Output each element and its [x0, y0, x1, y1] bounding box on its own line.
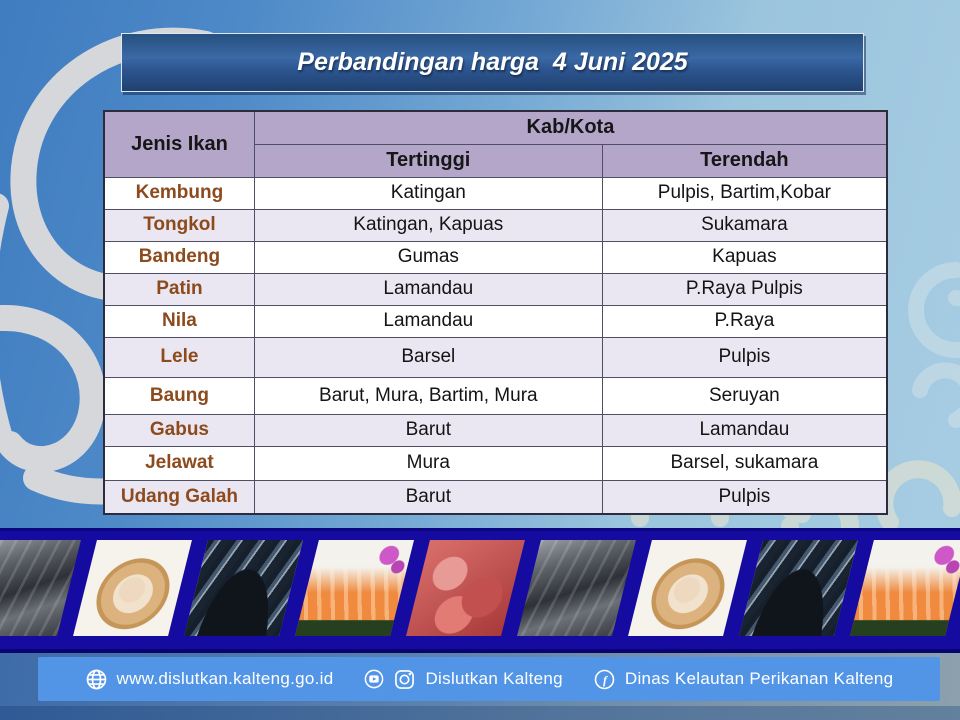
table-row: Lele Barsel Pulpis — [103, 336, 888, 378]
photo-mackerel-bowl — [184, 540, 303, 636]
tertinggi-value: Barsel — [253, 336, 603, 378]
terendah-value: Sukamara — [601, 208, 888, 242]
tertinggi-value: Lamandau — [253, 304, 603, 338]
photo-salmon-sashimi — [295, 540, 414, 636]
fish-name: Lele — [103, 336, 255, 378]
social-icons — [363, 668, 416, 691]
terendah-value: P.Raya Pulpis — [601, 272, 888, 306]
fish-name: Bandeng — [103, 240, 255, 274]
facebook-page-label: Dinas Kelautan Perikanan Kalteng — [624, 669, 894, 688]
fish-name: Jelawat — [103, 445, 255, 481]
photo-salmon-sashimi — [850, 540, 960, 636]
faint-swirl-ornament — [908, 262, 960, 428]
table-row: Jelawat Mura Barsel, sukamara — [103, 445, 888, 481]
photo-shrimp-plate — [73, 540, 192, 636]
table-row: Gabus Barut Lamandau — [103, 413, 888, 447]
instagram-icon — [395, 669, 415, 689]
header-jenis-ikan: Jenis Ikan — [103, 110, 255, 178]
facebook-icon: f — [594, 669, 615, 689]
tertinggi-value: Gumas — [253, 240, 603, 274]
social-handle-label: Dislutkan Kalteng — [425, 669, 563, 688]
table-row: Udang Galah Barut Pulpis — [103, 479, 888, 515]
tertinggi-value: Barut, Mura, Bartim, Mura — [253, 376, 603, 415]
tertinggi-value: Mura — [253, 445, 603, 481]
fish-name: Tongkol — [103, 208, 255, 242]
header-terendah: Terendah — [601, 143, 888, 178]
fish-name: Udang Galah — [103, 479, 255, 515]
youtube-icon — [365, 669, 384, 689]
table-row: Bandeng Gumas Kapuas — [103, 240, 888, 274]
photo-mackerel-bowl — [739, 540, 858, 636]
fish-name: Baung — [103, 376, 255, 415]
photo-shrimp-plate — [628, 540, 747, 636]
table-row: Patin Lamandau P.Raya Pulpis — [103, 272, 888, 306]
terendah-value: P.Raya — [601, 304, 888, 338]
photo-strip-row — [0, 540, 960, 636]
terendah-value: Kapuas — [601, 240, 888, 274]
fish-name: Gabus — [103, 413, 255, 447]
tertinggi-value: Katingan, Kapuas — [253, 208, 603, 242]
table-row: Kembung Katingan Pulpis, Bartim,Kobar — [103, 176, 888, 210]
terendah-value: Barsel, sukamara — [601, 445, 888, 481]
terendah-value: Lamandau — [601, 413, 888, 447]
photo-catfish-pile — [517, 540, 636, 636]
price-comparison-table: Jenis Ikan Kab/Kota Tertinggi Terendah K… — [103, 110, 888, 515]
photo-catfish-pile — [0, 540, 81, 636]
terendah-value: Pulpis, Bartim,Kobar — [601, 176, 888, 210]
table-row: Nila Lamandau P.Raya — [103, 304, 888, 338]
header-kab-kota: Kab/Kota — [253, 110, 888, 145]
footer-facebook[interactable]: f Dinas Kelautan Perikanan Kalteng — [593, 668, 894, 691]
photo-strip — [0, 528, 960, 653]
bottom-edge-shade — [0, 706, 960, 720]
terendah-value: Seruyan — [601, 376, 888, 415]
footer-bar: www.dislutkan.kalteng.go.id Dislutkan Ka… — [38, 657, 940, 701]
footer-social[interactable]: Dislutkan Kalteng — [363, 668, 563, 691]
globe-icon — [86, 669, 106, 689]
photo-red-snapper — [406, 540, 525, 636]
tertinggi-value: Lamandau — [253, 272, 603, 306]
slide-title: Perbandingan harga 4 Juni 2025 — [297, 48, 688, 76]
table-row: Baung Barut, Mura, Bartim, Mura Seruyan — [103, 376, 888, 415]
fish-name: Nila — [103, 304, 255, 338]
title-bar: Perbandingan harga 4 Juni 2025 — [121, 33, 864, 92]
fish-name: Patin — [103, 272, 255, 306]
tertinggi-value: Katingan — [253, 176, 603, 210]
terendah-value: Pulpis — [601, 336, 888, 378]
tertinggi-value: Barut — [253, 413, 603, 447]
website-url: www.dislutkan.kalteng.go.id — [116, 669, 334, 688]
tertinggi-value: Barut — [253, 479, 603, 515]
terendah-value: Pulpis — [601, 479, 888, 515]
fish-name: Kembung — [103, 176, 255, 210]
table-row: Tongkol Katingan, Kapuas Sukamara — [103, 208, 888, 242]
footer-website[interactable]: www.dislutkan.kalteng.go.id — [85, 668, 334, 691]
header-tertinggi: Tertinggi — [253, 143, 603, 178]
svg-text:f: f — [603, 673, 608, 687]
